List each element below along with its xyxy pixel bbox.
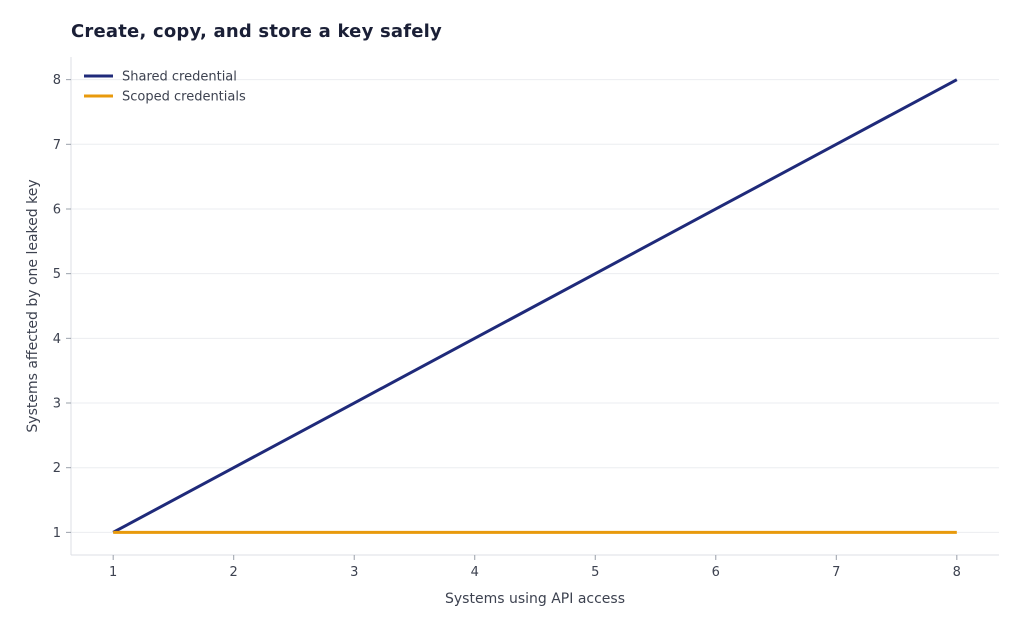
y-tick-label: 6 (53, 202, 61, 217)
y-tick-label: 5 (53, 267, 61, 282)
y-tick-label: 8 (53, 73, 61, 88)
x-tick-label: 2 (230, 565, 238, 580)
y-tick-label: 7 (53, 138, 61, 153)
x-tick-label: 1 (109, 565, 117, 580)
y-tick-label: 2 (53, 461, 61, 476)
x-tick-label: 8 (953, 565, 961, 580)
x-tick-label: 6 (712, 565, 720, 580)
x-tick-label: 4 (471, 565, 479, 580)
series-lines (112, 78, 958, 534)
axes (66, 57, 999, 560)
y-axis-title: Systems affected by one leaked key (25, 179, 41, 432)
x-tick-label: 5 (591, 565, 599, 580)
legend-label-1: Shared credential (122, 70, 237, 85)
chart-title: Create, copy, and store a key safely (71, 21, 442, 42)
legend-label-2: Scoped credentials (122, 90, 246, 105)
series-line-1 (112, 78, 958, 534)
tick-labels: 1 2 3 4 5 6 7 8 1 2 3 4 5 6 7 8 (53, 73, 961, 580)
y-tick-label: 3 (53, 397, 61, 412)
y-tick-label: 4 (53, 332, 61, 347)
legend: Shared credential Scoped credentials (84, 70, 246, 105)
x-axis-title: Systems using API access (445, 591, 625, 607)
x-tick-label: 7 (832, 565, 840, 580)
y-tick-label: 1 (53, 526, 61, 541)
x-tick-label: 3 (350, 565, 358, 580)
